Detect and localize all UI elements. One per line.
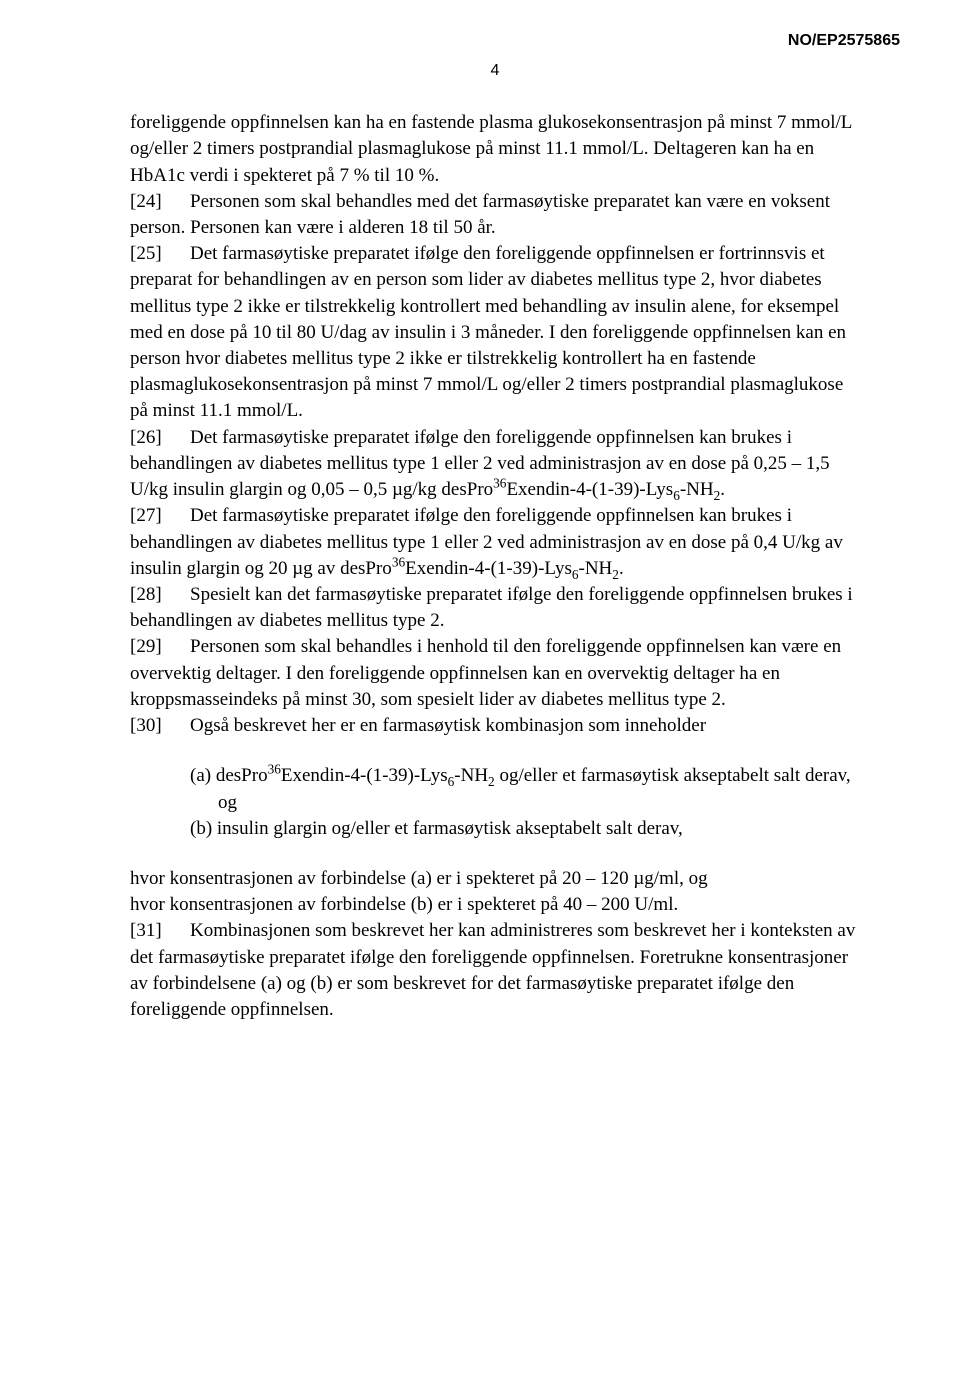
para-tag: [29] xyxy=(130,634,190,660)
sub-text: Exendin-4-(1-39)-Lys xyxy=(281,765,448,786)
para-text: Personen som skal behandles med det farm… xyxy=(130,191,830,238)
subscript: 2 xyxy=(488,774,495,789)
paragraph-26: [26]Det farmasøytiske preparatet ifølge … xyxy=(130,425,860,504)
paragraph-intro: foreliggende oppfinnelsen kan ha en fast… xyxy=(130,110,860,189)
superscript: 36 xyxy=(493,476,506,491)
sub-tag: (b) xyxy=(190,818,212,839)
page-number: 4 xyxy=(130,60,860,82)
document-id: NO/EP2575865 xyxy=(788,30,900,52)
para-text: Også beskrevet her er en farmasøytisk ko… xyxy=(190,715,706,736)
paragraph-25: [25]Det farmasøytiske preparatet ifølge … xyxy=(130,241,860,425)
para-text: Exendin-4-(1-39)-Lys xyxy=(506,479,673,500)
para-text: . xyxy=(720,479,725,500)
document-body: foreliggende oppfinnelsen kan ha en fast… xyxy=(130,110,860,1023)
paragraph-29: [29]Personen som skal behandles i henhol… xyxy=(130,634,860,713)
paragraph-28: [28]Spesielt kan det farmasøytiske prepa… xyxy=(130,582,860,634)
para-tag: [28] xyxy=(130,582,190,608)
sub-item-b: (b) insulin glargin og/eller et farmasøy… xyxy=(190,816,860,842)
sub-item-a: (a) desPro36Exendin-4-(1-39)-Lys6-NH2 og… xyxy=(190,763,860,815)
superscript: 36 xyxy=(392,554,405,569)
paragraph-24: [24]Personen som skal behandles med det … xyxy=(130,189,860,241)
para-text: Kombinasjonen som beskrevet her kan admi… xyxy=(130,920,855,1020)
sub-tag: (a) xyxy=(190,765,211,786)
subscript: 6 xyxy=(572,567,579,582)
superscript: 36 xyxy=(268,762,281,777)
concentration-b: hvor konsentrasjonen av forbindelse (b) … xyxy=(130,892,860,918)
sub-text: desPro xyxy=(216,765,268,786)
para-tag: [25] xyxy=(130,241,190,267)
subscript: 2 xyxy=(612,567,619,582)
concentration-a: hvor konsentrasjonen av forbindelse (a) … xyxy=(130,866,860,892)
para-text: Exendin-4-(1-39)-Lys xyxy=(405,558,572,579)
para-text: -NH xyxy=(579,558,613,579)
sub-text: -NH xyxy=(454,765,488,786)
subscript: 6 xyxy=(673,488,680,503)
para-text: . xyxy=(619,558,624,579)
para-tag: [26] xyxy=(130,425,190,451)
para-tag: [24] xyxy=(130,189,190,215)
para-text: Det farmasøytiske preparatet ifølge den … xyxy=(130,243,846,421)
sub-text: insulin glargin og/eller et farmasøytisk… xyxy=(217,818,683,839)
para-text: -NH xyxy=(680,479,714,500)
paragraph-31: [31]Kombinasjonen som beskrevet her kan … xyxy=(130,918,860,1023)
para-tag: [27] xyxy=(130,503,190,529)
sub-list: (a) desPro36Exendin-4-(1-39)-Lys6-NH2 og… xyxy=(190,763,860,842)
para-text: Personen som skal behandles i henhold ti… xyxy=(130,636,841,709)
paragraph-30: [30]Også beskrevet her er en farmasøytis… xyxy=(130,713,860,739)
para-tag: [30] xyxy=(130,713,190,739)
paragraph-27: [27]Det farmasøytiske preparatet ifølge … xyxy=(130,503,860,582)
para-text: Spesielt kan det farmasøytiske preparate… xyxy=(130,584,853,631)
para-tag: [31] xyxy=(130,918,190,944)
